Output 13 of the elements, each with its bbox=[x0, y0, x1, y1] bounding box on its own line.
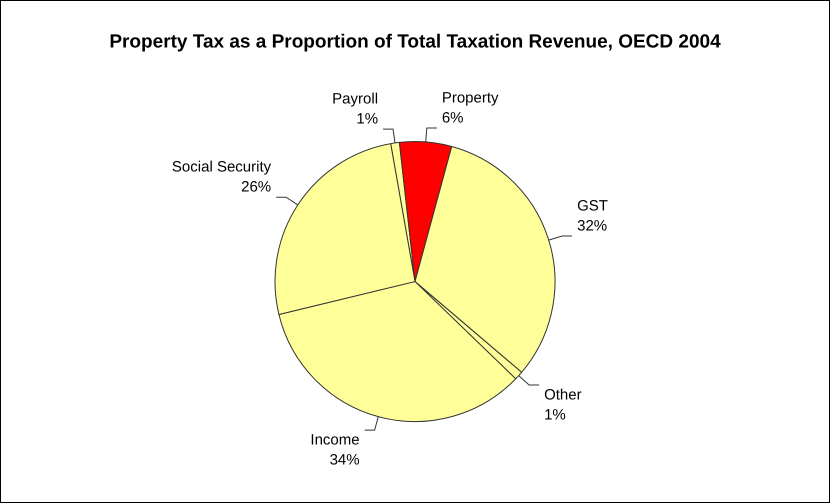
data-label: 32% bbox=[577, 218, 608, 235]
slice-label: Other bbox=[544, 386, 582, 404]
data-label: 26% bbox=[241, 178, 272, 196]
slice-label: Property bbox=[442, 90, 500, 107]
data-label: 6% bbox=[442, 110, 464, 127]
slice-label: Payroll bbox=[332, 90, 378, 108]
data-label: 1% bbox=[544, 406, 566, 424]
data-label: 34% bbox=[330, 452, 360, 469]
slice-label: Income bbox=[310, 432, 360, 449]
chart-title: Property Tax as a Proportion of Total Taxation Revenue, OECD 2004 bbox=[109, 32, 722, 52]
data-label: 1% bbox=[356, 110, 378, 128]
slice-label: Social Security bbox=[172, 158, 272, 176]
slice-label: GST bbox=[577, 198, 608, 215]
